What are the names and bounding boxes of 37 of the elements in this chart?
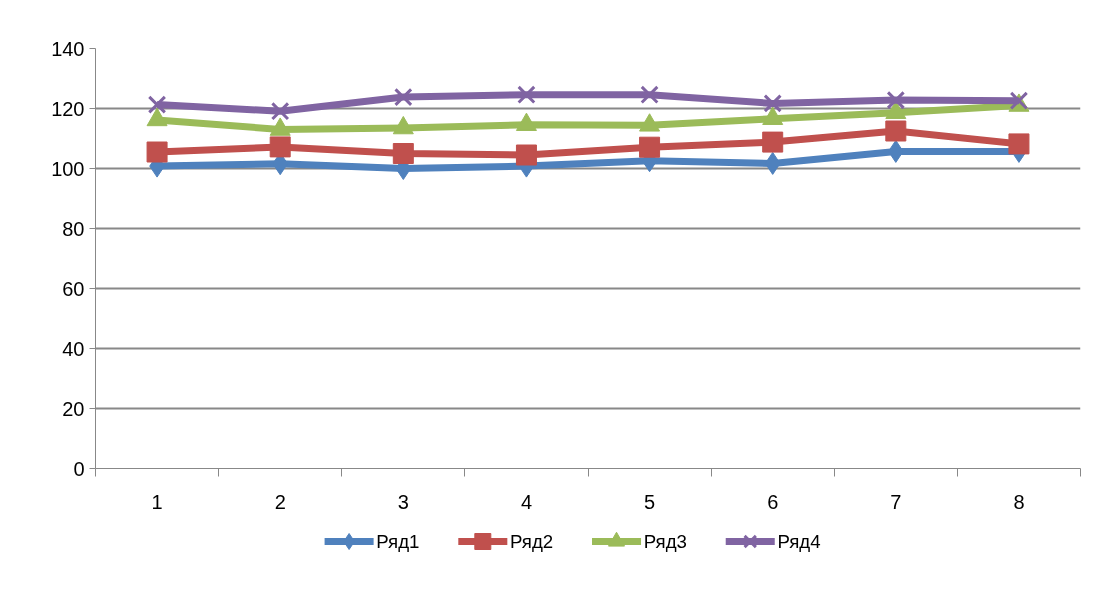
point <box>640 85 659 104</box>
legend-label: Ряд2 <box>510 531 554 552</box>
x-tick-label: 2 <box>274 490 286 513</box>
point <box>517 85 536 104</box>
legend-label: Ряд4 <box>777 531 821 552</box>
x-tick-label: 1 <box>151 490 163 513</box>
y-tick-label: 60 <box>62 277 85 300</box>
y-tick-label: 80 <box>62 217 85 240</box>
legend-label: Ряд1 <box>376 531 420 552</box>
y-tick-label: 20 <box>62 397 85 420</box>
x-tick-label: 3 <box>397 490 409 513</box>
point <box>887 139 904 163</box>
point <box>515 144 537 166</box>
point <box>886 90 906 110</box>
y-tick-label: 140 <box>51 37 85 60</box>
point <box>764 151 781 175</box>
point <box>392 143 414 164</box>
point <box>639 136 661 158</box>
point <box>762 131 784 153</box>
point <box>269 136 291 158</box>
y-tick-label: 100 <box>51 157 85 180</box>
point <box>763 94 782 113</box>
x-tick-label: 5 <box>644 490 656 513</box>
x-tick-label: 6 <box>767 490 779 513</box>
x-tick-label: 4 <box>520 490 532 513</box>
x-tick-label: 7 <box>890 490 902 513</box>
point <box>885 120 907 142</box>
point <box>147 95 167 114</box>
point <box>394 87 413 107</box>
y-tick-label: 40 <box>62 337 85 360</box>
point <box>1008 133 1030 155</box>
x-tick-label: 8 <box>1013 490 1025 513</box>
point <box>270 101 290 121</box>
y-tick-label: 120 <box>51 97 85 120</box>
y-tick-label: 0 <box>73 457 85 480</box>
point <box>146 141 168 163</box>
legend-label: Ряд3 <box>643 531 687 552</box>
